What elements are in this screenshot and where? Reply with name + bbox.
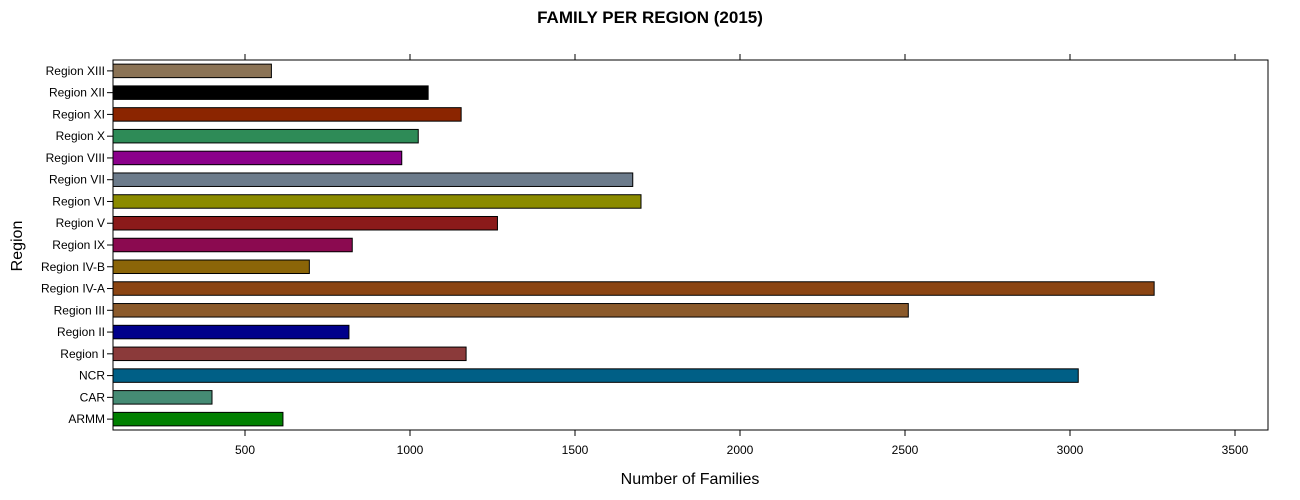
bar: [112, 303, 909, 318]
x-tick-label: 1500: [562, 443, 589, 457]
bar: [112, 411, 284, 427]
y-tick-label: Region XII: [49, 86, 105, 100]
y-tick-label: Region IV-A: [41, 282, 105, 296]
x-tick-label: 2500: [892, 443, 919, 457]
y-tick-label: Region IV-B: [41, 260, 105, 274]
y-tick-label: Region X: [56, 129, 105, 143]
bar: [112, 390, 213, 405]
bar: [112, 63, 272, 79]
bar: [112, 324, 350, 340]
y-tick-label: Region III: [54, 303, 105, 317]
chart-title: FAMILY PER REGION (2015): [537, 8, 763, 27]
bar: [112, 128, 419, 144]
x-tick-label: 3000: [1057, 443, 1084, 457]
x-tick-label: 500: [235, 443, 255, 457]
y-tick-label: Region VIII: [46, 151, 105, 165]
bar: [112, 215, 498, 231]
x-tick-label: 3500: [1222, 443, 1249, 457]
y-tick-label: Region II: [57, 325, 105, 339]
bar: [112, 85, 429, 100]
x-tick-label: 2000: [727, 443, 754, 457]
y-tick-label: CAR: [80, 390, 106, 404]
bar: [112, 281, 1155, 296]
plot-area: ARMM CAR NCR Region I Region II Region III Reg…: [41, 54, 1269, 457]
bar: [112, 368, 1079, 383]
bar: [112, 172, 634, 187]
y-tick-label: ARMM: [68, 412, 105, 426]
plot-frame: [112, 59, 1269, 431]
y-tick-label: Region IX: [52, 238, 105, 252]
bar: [112, 150, 403, 166]
y-tick-label: Region V: [56, 216, 105, 230]
y-tick-label: Region XIII: [46, 64, 105, 78]
y-tick-label: Region I: [60, 347, 105, 361]
bar: [112, 194, 642, 209]
y-tick-label: Region XI: [52, 107, 105, 121]
bar: [112, 346, 467, 362]
bar: [112, 107, 462, 122]
bar: [112, 259, 310, 275]
y-tick-label: Region VI: [52, 194, 105, 208]
y-axis-label: Region: [9, 221, 26, 272]
y-tick-label: NCR: [79, 369, 105, 383]
y-tick-label: Region VII: [49, 173, 105, 187]
x-tick-label: 1000: [397, 443, 424, 457]
bar: [112, 237, 353, 253]
x-axis-label: Number of Families: [621, 471, 760, 488]
